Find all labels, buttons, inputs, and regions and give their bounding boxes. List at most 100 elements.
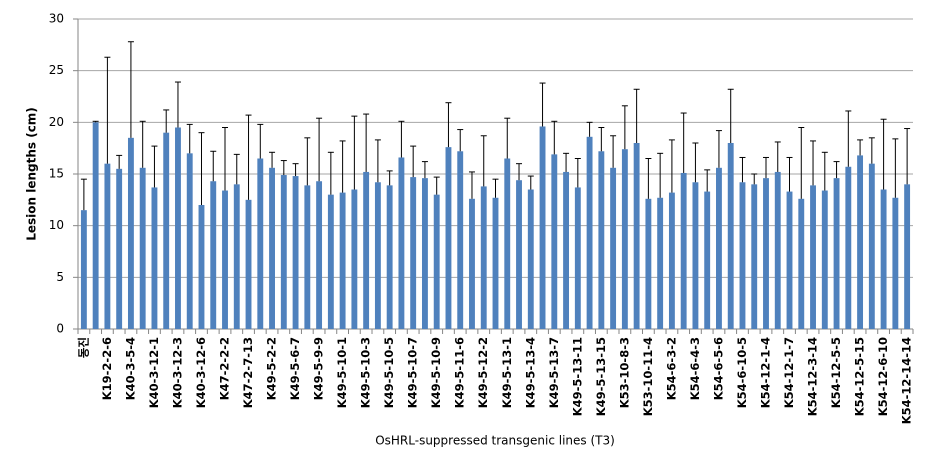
error-bar: [880, 118, 887, 190]
bar: [480, 186, 487, 329]
bar: [222, 190, 228, 329]
bar: [551, 154, 558, 329]
error-bar: [621, 105, 628, 150]
x-tick-label: K40-3-12-3: [170, 337, 184, 408]
bar: [127, 137, 134, 329]
error-bar: [257, 123, 264, 159]
x-tick-label: K54-6-3-2: [664, 337, 678, 400]
error-bar: [351, 115, 358, 190]
error-bar: [821, 151, 828, 191]
error-bar: [327, 151, 334, 195]
x-axis-title: OsHRL-suppressed transgenic lines (T3): [375, 434, 615, 448]
error-bar: [174, 81, 181, 128]
error-bar: [186, 123, 193, 154]
bar: [316, 181, 323, 329]
bar: [398, 157, 405, 329]
error-bar: [410, 145, 417, 178]
x-tick-label: K54-6-5-6: [711, 337, 725, 400]
x-tick-label: K53-10-11-4: [641, 337, 655, 416]
y-tick-label: 10: [49, 218, 64, 232]
error-bar: [739, 156, 746, 183]
error-bar: [492, 178, 499, 198]
bar: [751, 184, 758, 329]
error-bar: [280, 160, 287, 176]
bar: [692, 182, 699, 329]
error-bar: [304, 137, 311, 186]
bar: [104, 163, 111, 329]
error-bar: [222, 127, 229, 191]
bar: [868, 163, 875, 329]
error-bar: [751, 173, 758, 185]
error-bar: [480, 135, 487, 187]
error-bar: [833, 161, 840, 179]
bar: [598, 151, 605, 329]
bar: [880, 189, 887, 329]
error-bar: [704, 169, 711, 192]
x-tick-label: K49-5-11-6: [453, 337, 467, 408]
bar: [410, 177, 417, 329]
x-tick-label: K49-5-10-7: [406, 337, 420, 408]
x-tick-label: K54-12-1-7: [782, 337, 796, 408]
error-bar: [445, 102, 452, 148]
error-bar: [245, 114, 252, 200]
error-bar: [810, 140, 817, 186]
error-bar: [657, 152, 664, 198]
y-tick-label: 30: [49, 12, 64, 26]
error-bar: [551, 120, 558, 155]
bar: [492, 197, 499, 329]
x-tick-label: K54-6-4-3: [688, 337, 702, 400]
bar: [739, 182, 746, 329]
bar: [621, 149, 628, 329]
x-tick-label: K49-5-10-9: [429, 337, 443, 408]
bar: [339, 192, 346, 329]
bar: [186, 153, 193, 329]
error-bar: [527, 175, 534, 190]
bar: [563, 171, 570, 329]
bar: [904, 184, 911, 329]
bar: [457, 151, 464, 329]
bar: [810, 185, 816, 329]
error-bar: [786, 156, 793, 192]
error-bar: [798, 127, 805, 199]
bar: [657, 197, 664, 329]
error-bar: [892, 138, 899, 198]
x-tick-label: K54-12-3-14: [806, 337, 820, 416]
x-tick-label: K53-10-8-3: [617, 337, 631, 408]
bar: [845, 166, 852, 329]
bar: [727, 143, 734, 329]
error-bar: [210, 150, 217, 182]
error-bar: [563, 152, 570, 172]
bar: [257, 158, 264, 329]
bar: [821, 190, 828, 329]
bar: [433, 194, 440, 329]
y-tick-label: 20: [49, 115, 64, 129]
error-bar: [574, 158, 581, 188]
bar: [539, 126, 546, 329]
error-bar: [692, 142, 699, 183]
bar: [386, 185, 393, 329]
y-tick-label: 5: [56, 270, 64, 284]
bar: [516, 180, 522, 329]
error-bar: [680, 112, 687, 173]
bar: [610, 167, 617, 329]
bar: [574, 187, 581, 329]
error-bar: [598, 127, 605, 152]
x-tick-label: 동진: [76, 337, 90, 358]
bar: [116, 168, 123, 329]
error-bar: [539, 82, 546, 127]
y-axis-title: Lesion lengths (cm): [25, 107, 39, 241]
error-bar: [516, 163, 523, 181]
error-bar: [292, 163, 299, 177]
bar: [351, 189, 358, 329]
x-tick-label: K49-5-10-1: [335, 337, 349, 408]
bar: [139, 167, 146, 329]
bar: [92, 122, 99, 329]
bar: [680, 172, 687, 329]
bar: [892, 197, 899, 329]
x-tick-label: K49-5-10-3: [359, 337, 373, 408]
x-tick-label: K40-3-12-6: [194, 337, 208, 408]
bar: [763, 178, 769, 329]
x-tick-label: K54-6-10-5: [735, 337, 749, 408]
bar: [269, 167, 275, 329]
